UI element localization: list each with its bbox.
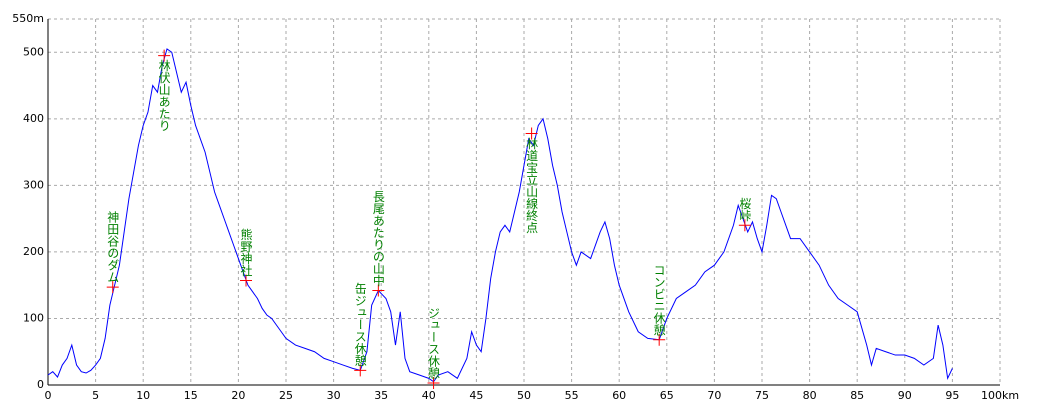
marker <box>106 281 119 294</box>
x-tick-label: 55 <box>565 389 579 402</box>
marker <box>525 127 538 140</box>
marker <box>372 284 385 297</box>
marker <box>427 377 440 390</box>
y-tick-label: 550m <box>12 12 44 25</box>
annotation-label: 神田谷のダム <box>106 211 120 283</box>
x-tick-label: 20 <box>231 389 245 402</box>
x-tick-label: 60 <box>612 389 626 402</box>
x-tick-label: 10 <box>136 389 150 402</box>
x-tick-label: 40 <box>422 389 436 402</box>
annotation-label: 長尾あたりの山中 <box>371 190 385 286</box>
x-tick-label: 30 <box>327 389 341 402</box>
x-tick-label: 0 <box>45 389 52 402</box>
y-tick-label: 400 <box>23 112 44 125</box>
elevation-line <box>47 48 953 383</box>
x-tick-label: 65 <box>660 389 674 402</box>
marker <box>158 49 171 62</box>
y-tick-label: 200 <box>23 245 44 258</box>
annotation-label: ジュース休憩 <box>427 307 441 379</box>
x-tick-label: 75 <box>755 389 769 402</box>
annotation-label: 桜峠 <box>738 197 752 221</box>
x-tick-label: 95 <box>945 389 959 402</box>
x-tick-label: 90 <box>898 389 912 402</box>
annotation-label: 林道宝立山線終点 <box>525 137 539 233</box>
marker <box>738 219 751 232</box>
x-tick-label: 85 <box>850 389 864 402</box>
x-tick-label: 25 <box>279 389 293 402</box>
annotation-label: 林伏山あたり <box>157 59 171 131</box>
annotation-label: 缶ジュース休憩 <box>353 282 367 366</box>
annotation-label: 熊野神社 <box>239 227 253 276</box>
annotation-label: コンビニ休憩 <box>652 264 666 336</box>
x-tick-label: 35 <box>374 389 388 402</box>
x-tick-label: 5 <box>92 389 99 402</box>
marker <box>354 364 367 377</box>
y-tick-label: 100 <box>23 311 44 324</box>
x-tick-label: 50 <box>517 389 531 402</box>
marker <box>240 274 253 287</box>
x-tick-label: 15 <box>184 389 198 402</box>
y-tick-label: 0 <box>37 378 44 391</box>
x-tick-label: 100km <box>981 389 1019 402</box>
y-tick-label: 500 <box>23 45 44 58</box>
y-tick-label: 300 <box>23 178 44 191</box>
marker <box>653 333 666 346</box>
x-tick-label: 80 <box>803 389 817 402</box>
x-tick-label: 70 <box>707 389 721 402</box>
x-tick-label: 45 <box>469 389 483 402</box>
